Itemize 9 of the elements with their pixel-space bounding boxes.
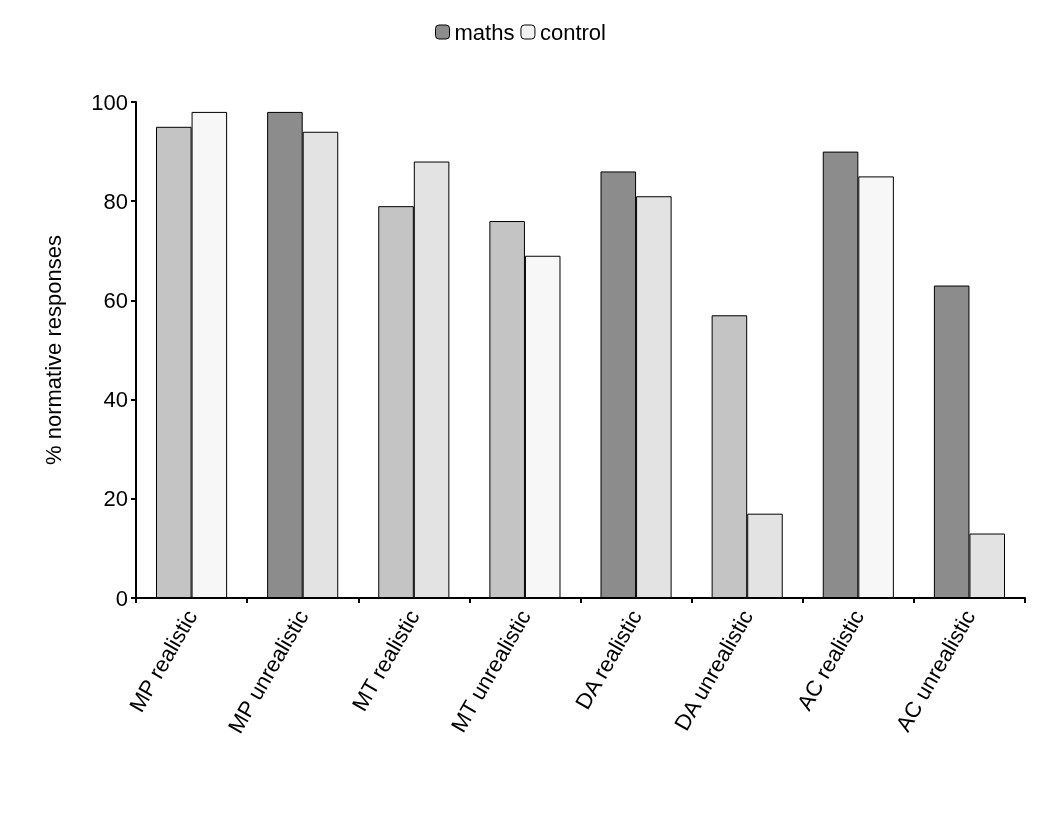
y-tick-label: 0 — [115, 585, 128, 611]
y-axis-title: % normative responses — [40, 235, 66, 465]
y-tick-label: 20 — [103, 486, 128, 512]
y-tick-label: 60 — [103, 287, 128, 313]
y-tick-label: 80 — [103, 188, 128, 214]
legend-label: maths — [454, 19, 515, 45]
legend-label: control — [539, 19, 606, 45]
y-tick-label: 100 — [91, 89, 128, 115]
y-tick-label: 40 — [103, 387, 128, 413]
